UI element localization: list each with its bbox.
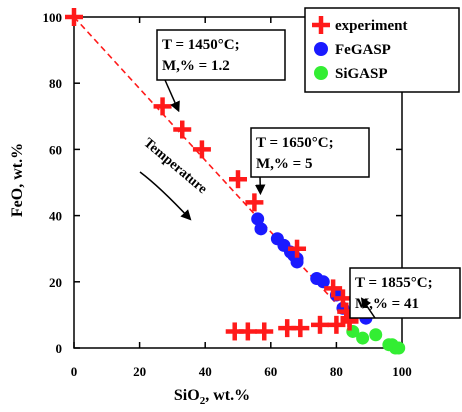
legend-marker: [312, 16, 330, 34]
x-tick-label: 60: [264, 364, 277, 379]
data-point-experiment: [173, 120, 192, 139]
data-series: [65, 8, 406, 355]
annotation-box: T = 1450°C; M,% = 1.2: [156, 29, 286, 113]
temperature-arrow: [139, 171, 192, 221]
data-point-experiment: [255, 322, 274, 341]
data-point-experiment: [65, 8, 83, 26]
y-tick-label: 20: [49, 275, 62, 290]
x-tick-label: 80: [330, 364, 343, 379]
trend-dashed-line: [73, 16, 354, 323]
x-tick-label: 0: [71, 364, 78, 379]
data-point-fegasp: [254, 222, 268, 236]
data-point-experiment: [288, 239, 307, 258]
x-tick-label: 20: [133, 364, 146, 379]
ticks: 0 20 40 60 80 100 0 20 40 60 80 100: [43, 10, 412, 379]
data-point-fegasp: [316, 275, 330, 289]
data-point-experiment: [324, 279, 343, 298]
y-tick-label: 100: [43, 10, 63, 25]
annotation-line: T = 1855°C;: [355, 275, 433, 291]
annotation-frame: [156, 29, 286, 81]
data-point-experiment: [245, 193, 264, 212]
data-point-experiment: [291, 319, 310, 338]
x-tick-label: 40: [199, 364, 212, 379]
legend: experiment FeGASP SiGASP: [304, 7, 460, 93]
annotation-line: T = 1450°C;: [162, 37, 240, 53]
data-point-experiment: [153, 97, 172, 116]
data-point-experiment: [238, 322, 257, 341]
legend-label: SiGASP: [335, 66, 388, 82]
annotation-frame: [250, 127, 370, 178]
x-tick-label: 100: [392, 364, 412, 379]
legend-marker: [314, 66, 328, 80]
data-point-experiment: [333, 289, 352, 308]
data-point-fegasp: [251, 212, 265, 226]
series-experiment: [65, 8, 359, 341]
series-sigasp: [346, 324, 406, 355]
data-point-sigasp: [369, 328, 383, 342]
data-point-fegasp: [290, 252, 304, 266]
annotation-arrow: [164, 79, 180, 113]
plot-frame: [73, 16, 403, 349]
annotation-arrow: [360, 297, 376, 319]
data-point-experiment: [192, 140, 211, 159]
y-tick-label: 60: [49, 142, 62, 157]
legend-label: FeGASP: [335, 42, 391, 58]
legend-label: experiment: [335, 18, 407, 34]
y-axis-label: FeO, wt.%: [9, 143, 26, 217]
axes: [73, 16, 403, 349]
legend-marker: [314, 42, 328, 56]
annotation-frame: [349, 267, 461, 319]
annotation-line: M,% = 5: [256, 156, 312, 172]
data-point-sigasp: [356, 331, 370, 345]
data-point-experiment: [311, 315, 329, 334]
annotation-box: T = 1650°C; M,% = 5: [250, 127, 370, 196]
y-tick-label: 0: [56, 341, 63, 356]
y-tick-label: 40: [49, 209, 62, 224]
annotation-line: T = 1650°C;: [256, 135, 334, 151]
trend-line: [73, 16, 354, 323]
annotation-line: M,% = 1.2: [162, 58, 230, 74]
annotation-box: T = 1855°C;M,% = 41: [349, 267, 461, 319]
data-point-sigasp: [392, 341, 406, 355]
legend-frame: [304, 7, 460, 93]
data-point-experiment: [327, 315, 346, 334]
data-point-experiment: [229, 170, 247, 189]
x-axis-label: SiO2, wt.%: [174, 387, 250, 407]
y-tick-label: 80: [49, 76, 62, 91]
temperature-label: Temperature: [140, 136, 209, 197]
